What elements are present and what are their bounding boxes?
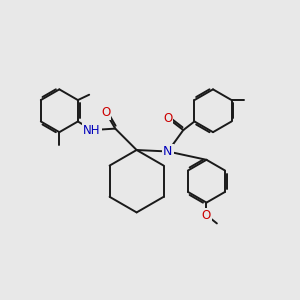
Text: NH: NH — [83, 124, 101, 136]
Text: O: O — [101, 106, 110, 119]
Text: N: N — [163, 145, 172, 158]
Text: O: O — [202, 208, 211, 222]
Text: O: O — [163, 112, 172, 125]
